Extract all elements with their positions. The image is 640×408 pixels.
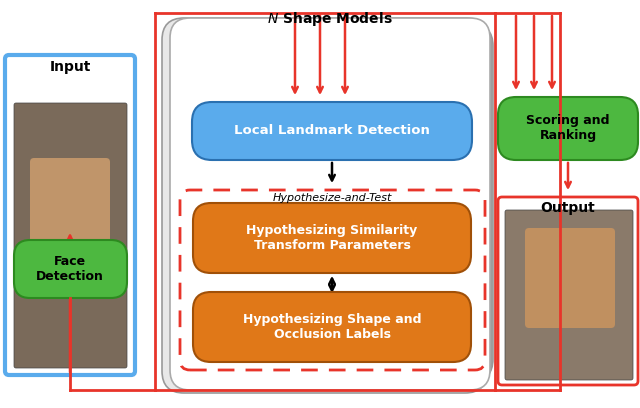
Text: Hypothesize-and-Test: Hypothesize-and-Test: [272, 193, 392, 203]
Text: Output: Output: [541, 201, 595, 215]
Text: $N$ Shape Models: $N$ Shape Models: [267, 10, 393, 28]
Text: Input: Input: [49, 60, 91, 74]
FancyBboxPatch shape: [170, 22, 491, 385]
FancyBboxPatch shape: [505, 210, 633, 380]
FancyBboxPatch shape: [180, 190, 485, 370]
Text: Scoring and
Ranking: Scoring and Ranking: [526, 114, 610, 142]
Text: Face
Detection: Face Detection: [36, 255, 104, 283]
Text: Hypothesizing Similarity
Transform Parameters: Hypothesizing Similarity Transform Param…: [246, 224, 418, 252]
FancyBboxPatch shape: [193, 203, 471, 273]
FancyBboxPatch shape: [192, 102, 472, 160]
FancyBboxPatch shape: [498, 197, 638, 385]
FancyBboxPatch shape: [162, 18, 487, 393]
FancyBboxPatch shape: [525, 228, 615, 328]
FancyBboxPatch shape: [193, 292, 471, 362]
FancyBboxPatch shape: [5, 55, 135, 375]
FancyBboxPatch shape: [174, 24, 493, 381]
FancyBboxPatch shape: [170, 18, 490, 390]
FancyBboxPatch shape: [14, 103, 127, 368]
FancyBboxPatch shape: [30, 158, 110, 298]
FancyBboxPatch shape: [166, 20, 489, 389]
Text: Hypothesizing Shape and
Occlusion Labels: Hypothesizing Shape and Occlusion Labels: [243, 313, 421, 341]
FancyBboxPatch shape: [14, 240, 127, 298]
FancyBboxPatch shape: [498, 97, 638, 160]
Text: Local Landmark Detection: Local Landmark Detection: [234, 124, 430, 137]
